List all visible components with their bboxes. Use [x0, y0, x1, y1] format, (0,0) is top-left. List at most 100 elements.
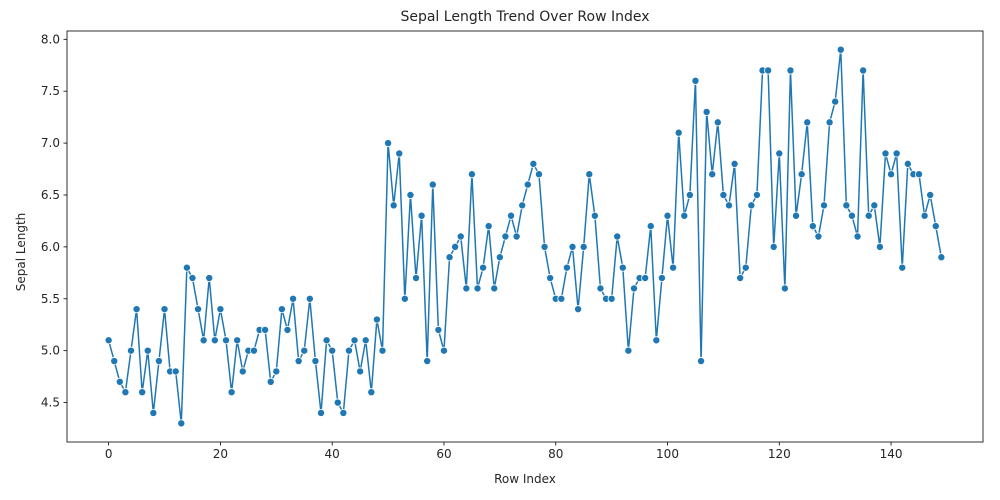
data-point — [400, 294, 409, 303]
data-point — [417, 211, 426, 220]
data-point — [568, 242, 577, 251]
data-point — [803, 118, 812, 127]
data-point — [752, 190, 761, 199]
data-point — [730, 159, 739, 168]
data-point — [356, 367, 365, 376]
data-point — [467, 170, 476, 179]
data-point — [697, 357, 706, 366]
y-tick-label: 5.5 — [41, 292, 60, 306]
data-point — [361, 336, 370, 345]
data-point — [378, 346, 387, 355]
data-point — [540, 242, 549, 251]
data-point — [277, 305, 286, 314]
data-point — [680, 211, 689, 220]
data-point — [300, 346, 309, 355]
data-point — [747, 201, 756, 210]
data-point — [171, 367, 180, 376]
data-point — [764, 66, 773, 75]
data-point — [574, 305, 583, 314]
data-point — [926, 190, 935, 199]
x-tick-label: 120 — [768, 447, 791, 461]
data-point — [741, 263, 750, 272]
data-point — [557, 294, 566, 303]
series-sepal-length — [104, 45, 946, 428]
data-point — [663, 211, 672, 220]
data-point — [814, 232, 823, 241]
data-point — [115, 377, 124, 386]
data-point — [283, 325, 292, 334]
data-point — [484, 222, 493, 231]
data-point — [702, 107, 711, 116]
y-tick-label: 7.5 — [41, 84, 60, 98]
data-point — [412, 274, 421, 283]
data-point — [389, 201, 398, 210]
data-point — [523, 180, 532, 189]
data-point — [624, 346, 633, 355]
data-point — [864, 211, 873, 220]
data-point — [121, 388, 130, 397]
data-point — [646, 222, 655, 231]
x-axis-label: Row Index — [494, 472, 556, 486]
data-point — [507, 211, 516, 220]
data-point — [311, 357, 320, 366]
data-point — [272, 367, 281, 376]
y-tick-label: 5.0 — [41, 344, 60, 358]
data-point — [439, 346, 448, 355]
data-point — [227, 388, 236, 397]
data-point — [562, 263, 571, 272]
data-point — [875, 242, 884, 251]
data-point — [685, 190, 694, 199]
data-point — [305, 294, 314, 303]
y-tick-label: 8.0 — [41, 32, 60, 46]
data-point — [328, 346, 337, 355]
data-point — [512, 232, 521, 241]
data-point — [585, 170, 594, 179]
data-point — [903, 159, 912, 168]
data-point — [820, 201, 829, 210]
y-tick-label: 7.0 — [41, 136, 60, 150]
x-tick-label: 0 — [105, 447, 113, 461]
data-point — [490, 284, 499, 293]
data-point — [629, 284, 638, 293]
data-point — [495, 253, 504, 262]
data-point — [428, 180, 437, 189]
data-point — [188, 274, 197, 283]
data-point — [881, 149, 890, 158]
data-point — [210, 336, 219, 345]
data-point — [501, 232, 510, 241]
y-axis-ticks: 4.5 5.0 5.5 6.0 6.5 7.0 7.5 8.0 — [41, 32, 67, 410]
data-point — [154, 357, 163, 366]
data-point — [367, 388, 376, 397]
data-point — [797, 170, 806, 179]
data-point — [870, 201, 879, 210]
x-tick-label: 140 — [880, 447, 903, 461]
data-point — [590, 211, 599, 220]
x-tick-label: 80 — [548, 447, 563, 461]
data-point — [780, 284, 789, 293]
data-point — [177, 419, 186, 428]
data-point — [149, 408, 158, 417]
data-point — [579, 242, 588, 251]
data-point — [887, 170, 896, 179]
data-point — [462, 284, 471, 293]
data-point — [898, 263, 907, 272]
data-point — [266, 377, 275, 386]
data-point — [160, 305, 169, 314]
data-point — [808, 222, 817, 231]
data-point — [708, 170, 717, 179]
x-tick-label: 40 — [325, 447, 340, 461]
data-point — [831, 97, 840, 106]
data-point — [607, 294, 616, 303]
data-point — [546, 274, 555, 283]
data-point — [473, 284, 482, 293]
data-point — [233, 336, 242, 345]
data-point — [825, 118, 834, 127]
data-point — [350, 336, 359, 345]
data-point — [691, 76, 700, 85]
data-point — [132, 305, 141, 314]
data-point — [406, 190, 415, 199]
data-point — [205, 274, 214, 283]
data-point — [736, 274, 745, 283]
data-point — [786, 66, 795, 75]
